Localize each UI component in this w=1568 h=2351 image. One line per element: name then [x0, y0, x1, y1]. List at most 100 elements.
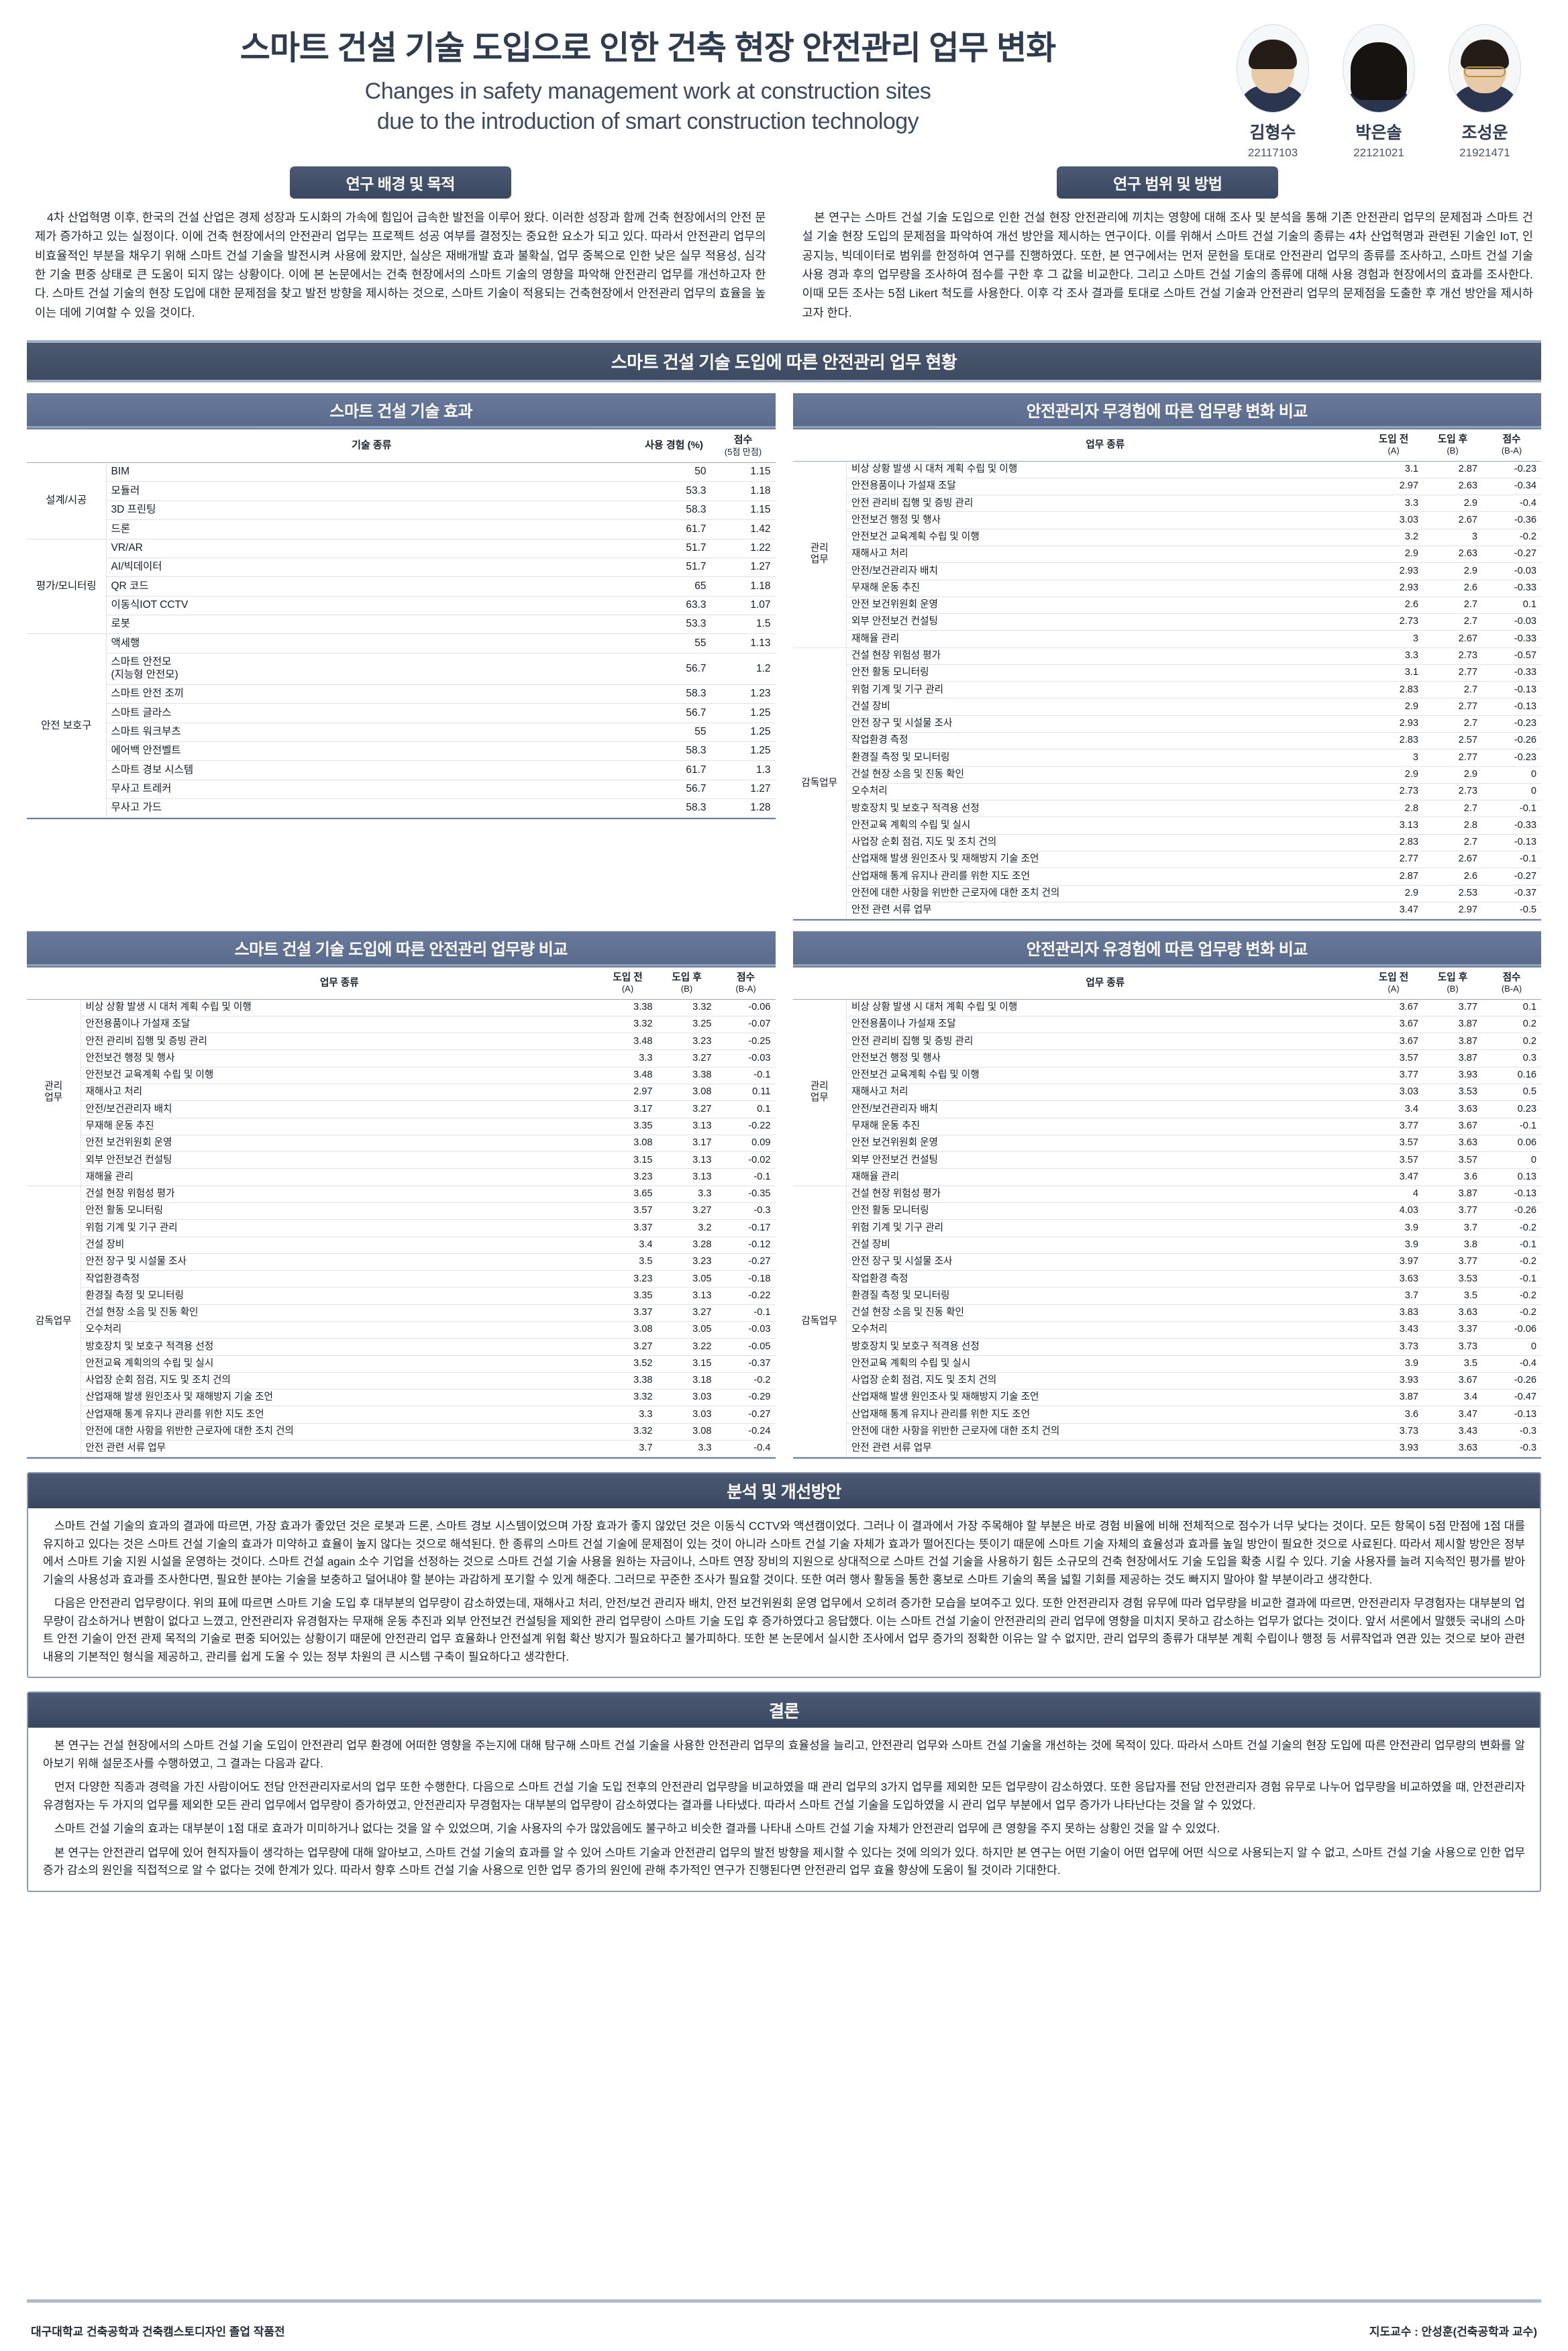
- cell-delta: -0.03: [1482, 562, 1541, 580]
- cell-before: 3.48: [598, 1033, 658, 1051]
- cell-tech-name: QR 코드: [106, 576, 637, 596]
- author-id: 22121021: [1353, 146, 1404, 159]
- cell-after: 2.77: [1423, 664, 1482, 682]
- author-name: 조성운: [1461, 123, 1508, 142]
- cell-tech-name: 스마트 경보 시스템: [106, 760, 637, 780]
- cell-delta: -0.4: [716, 1440, 776, 1458]
- cell-delta: -0.4: [1482, 494, 1541, 513]
- cell-task-name: 위험 기계 및 기구 관리: [846, 681, 1364, 699]
- cell-delta: -0.23: [1482, 461, 1541, 478]
- cell-usage: 58.3: [637, 501, 711, 521]
- cell-before: 3.4: [598, 1237, 658, 1254]
- table-row: 안전 장구 및 시설물 조사 3.97 3.77 -0.2: [793, 1253, 1541, 1271]
- cell-delta: -0.2: [1482, 529, 1541, 546]
- cell-delta: 0.1: [1482, 596, 1541, 615]
- cell-after: 2.63: [1423, 478, 1482, 496]
- cell-task-name: 안전 관리비 집행 및 증빙 관리: [846, 494, 1364, 513]
- cell-task-name: 비상 상황 발생 시 대처 계획 수립 및 이행: [846, 461, 1364, 478]
- table-row: 감독업무 건설 현장 위험성 평가 3.65 3.3 -0.35: [27, 1186, 776, 1458]
- cell-after: 3.23: [657, 1253, 717, 1271]
- cell-after: 3.63: [1423, 1304, 1482, 1322]
- cell-delta: 0.13: [1482, 1168, 1541, 1186]
- table-row: 안전교육 계획의 수립 및 실시 3.13 2.8 -0.33: [793, 817, 1541, 835]
- cell-task-name: 건설 현장 소음 및 진동 확인: [81, 1304, 598, 1322]
- cell-delta: -0.27: [716, 1253, 776, 1271]
- cell-before: 3.65: [598, 1186, 658, 1204]
- cell-delta: -0.2: [716, 1372, 776, 1390]
- cell-after: 3.08: [657, 1423, 717, 1441]
- cell-after: 3.63: [1423, 1440, 1482, 1458]
- cell-usage: 56.7: [637, 653, 711, 685]
- paragraph: 스마트 건설 기술의 효과의 결과에 따르면, 가장 효과가 좋았던 것은 로봇…: [43, 1520, 1525, 1586]
- cell-usage: 55: [637, 723, 711, 742]
- table-row: 에어백 안전벨트 58.3 1.25: [27, 741, 776, 762]
- cell-task-name: 무재해 운동 추진: [81, 1118, 598, 1135]
- cell-after: 3.32: [657, 999, 717, 1016]
- cell-before: 3.3: [598, 1406, 658, 1424]
- cell-before: 3.73: [1364, 1423, 1423, 1441]
- table-row: 외부 안전보건 컨설팅 3.57 3.57 0: [793, 1151, 1541, 1169]
- col-header-before: 도입 전 (A): [598, 966, 658, 1000]
- cell-delta: -0.22: [716, 1118, 776, 1135]
- cell-tech-name: 스마트 워크부츠: [106, 723, 637, 742]
- table-row: 안전 보건위원회 운영 2.6 2.7 0.1: [793, 596, 1541, 615]
- table-row: 안전 장구 및 시설물 조사 2.93 2.7 -0.23: [793, 715, 1541, 733]
- table-row: 안전 보건위원회 운영 3.57 3.63 0.06: [793, 1135, 1541, 1153]
- cell-before: 3.93: [1364, 1372, 1423, 1390]
- cell-before: 3.3: [598, 1049, 658, 1067]
- cell-task-name: 안전 보건위원회 운영: [846, 596, 1364, 615]
- cell-after: 2.63: [1423, 545, 1482, 564]
- cell-tech-name: BIM: [106, 462, 637, 482]
- table-row: 작업환경 측정 3.63 3.53 -0.1: [793, 1270, 1541, 1288]
- table-row: 평가/모니터링 VR/AR 51.7 1.22: [27, 539, 776, 635]
- cell-after: 2.8: [1423, 817, 1482, 835]
- table-row: 안전 장구 및 시설물 조사 3.5 3.23 -0.27: [27, 1253, 776, 1271]
- cell-before: 3: [1364, 749, 1423, 767]
- cell-task-name: 안전 관리비 집행 및 증빙 관리: [81, 1033, 598, 1051]
- cell-task-name: 안전교육 계획의 수립 및 실시: [846, 817, 1364, 835]
- cell-usage: 58.3: [637, 684, 711, 704]
- cell-after: 2.7: [1423, 834, 1482, 852]
- cell-task-name: 환경질 측정 및 모니터링: [846, 1287, 1364, 1305]
- cell-score: 1.27: [711, 780, 776, 800]
- cell-before: 2.73: [1364, 613, 1423, 631]
- section-title-scope: 연구 범위 및 방법: [1057, 166, 1279, 199]
- cell-after: 3.43: [1423, 1423, 1482, 1441]
- intro-col-scope: 연구 범위 및 방법 본 연구는 스마트 건설 기술 도입으로 인한 건설 현장…: [794, 166, 1542, 328]
- cell-delta: -0.03: [1482, 613, 1541, 631]
- cell-after: 2.7: [1423, 715, 1482, 733]
- paragraph: 스마트 건설 기술의 효과는 대부분이 1점 대로 효과가 미미하거나 없다는 …: [54, 1822, 1220, 1836]
- table-title-experienced: 안전관리자 유경험에 따른 업무량 변화 비교: [792, 931, 1541, 967]
- table-row: 작업환경 측정 2.83 2.57 -0.26: [793, 732, 1541, 750]
- cell-before: 3.37: [598, 1219, 658, 1237]
- cell-score: 1.15: [711, 501, 776, 521]
- cell-before: 3.47: [1364, 1168, 1423, 1186]
- intro-text-scope: 본 연구는 스마트 건설 기술 도입으로 인한 건설 현장 안전관리에 끼치는 …: [794, 199, 1542, 322]
- cell-after: 3.87: [1423, 1016, 1482, 1034]
- cell-tech-name: 드론: [106, 519, 637, 539]
- table-row: 건설 현장 소음 및 진동 확인 3.37 3.27 -0.1: [27, 1304, 776, 1322]
- cell-delta: -0.3: [716, 1202, 776, 1220]
- cell-delta: -0.1: [716, 1168, 776, 1186]
- cell-task-name: 오수처리: [81, 1321, 598, 1339]
- table-row: 안전/보건관리자 배치 3.4 3.63 0.23: [793, 1100, 1541, 1118]
- col-header-task: 업무 종류: [846, 966, 1364, 1000]
- cell-tech-name: 에어백 안전벨트: [106, 741, 637, 762]
- cell-before: 3.77: [1364, 1067, 1423, 1085]
- paragraph: 먼저 다양한 직종과 경력을 가진 사람이어도 전담 안전관리자로서의 업무 또…: [43, 1781, 1525, 1812]
- table-row: 안전/보건관리자 배치 3.17 3.27 0.1: [27, 1100, 776, 1118]
- table-row: 작업환경측정 3.23 3.05 -0.18: [27, 1270, 776, 1288]
- cell-tech-name: 스마트 안전 조끼: [106, 684, 637, 704]
- cell-task-name: 안전 관련 서류 업무: [846, 902, 1364, 920]
- cell-delta: 0: [1482, 783, 1541, 801]
- cell-delta: -0.1: [1482, 1270, 1541, 1288]
- table-row: 스마트 안전모 (지능형 안전모) 56.7 1.2: [27, 653, 776, 685]
- analysis-panel: 분석 및 개선방안 스마트 건설 기술의 효과의 결과에 따르면, 가장 효과가…: [27, 1472, 1541, 1679]
- cell-task-name: 산업재해 발생 원인조사 및 재해방지 기술 조언: [846, 851, 1364, 869]
- cell-task-name: 환경질 측정 및 모니터링: [846, 749, 1364, 767]
- cell-task-name: 안전 장구 및 시설물 조사: [81, 1253, 598, 1271]
- table-row: 설계/시공 BIM 50 1.15: [27, 462, 776, 539]
- cell-delta: -0.24: [716, 1423, 776, 1441]
- cell-task-name: 산업재해 발생 원인조사 및 재해방지 기술 조언: [81, 1389, 598, 1407]
- cell-delta: -0.4: [1482, 1355, 1541, 1373]
